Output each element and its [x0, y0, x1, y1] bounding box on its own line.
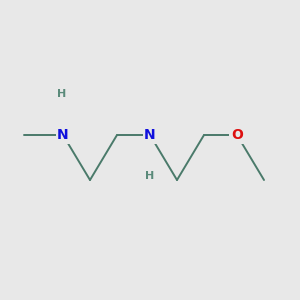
- Text: N: N: [57, 128, 69, 142]
- Text: N: N: [144, 128, 156, 142]
- Text: H: H: [146, 171, 154, 181]
- Text: H: H: [57, 89, 66, 99]
- Text: O: O: [231, 128, 243, 142]
